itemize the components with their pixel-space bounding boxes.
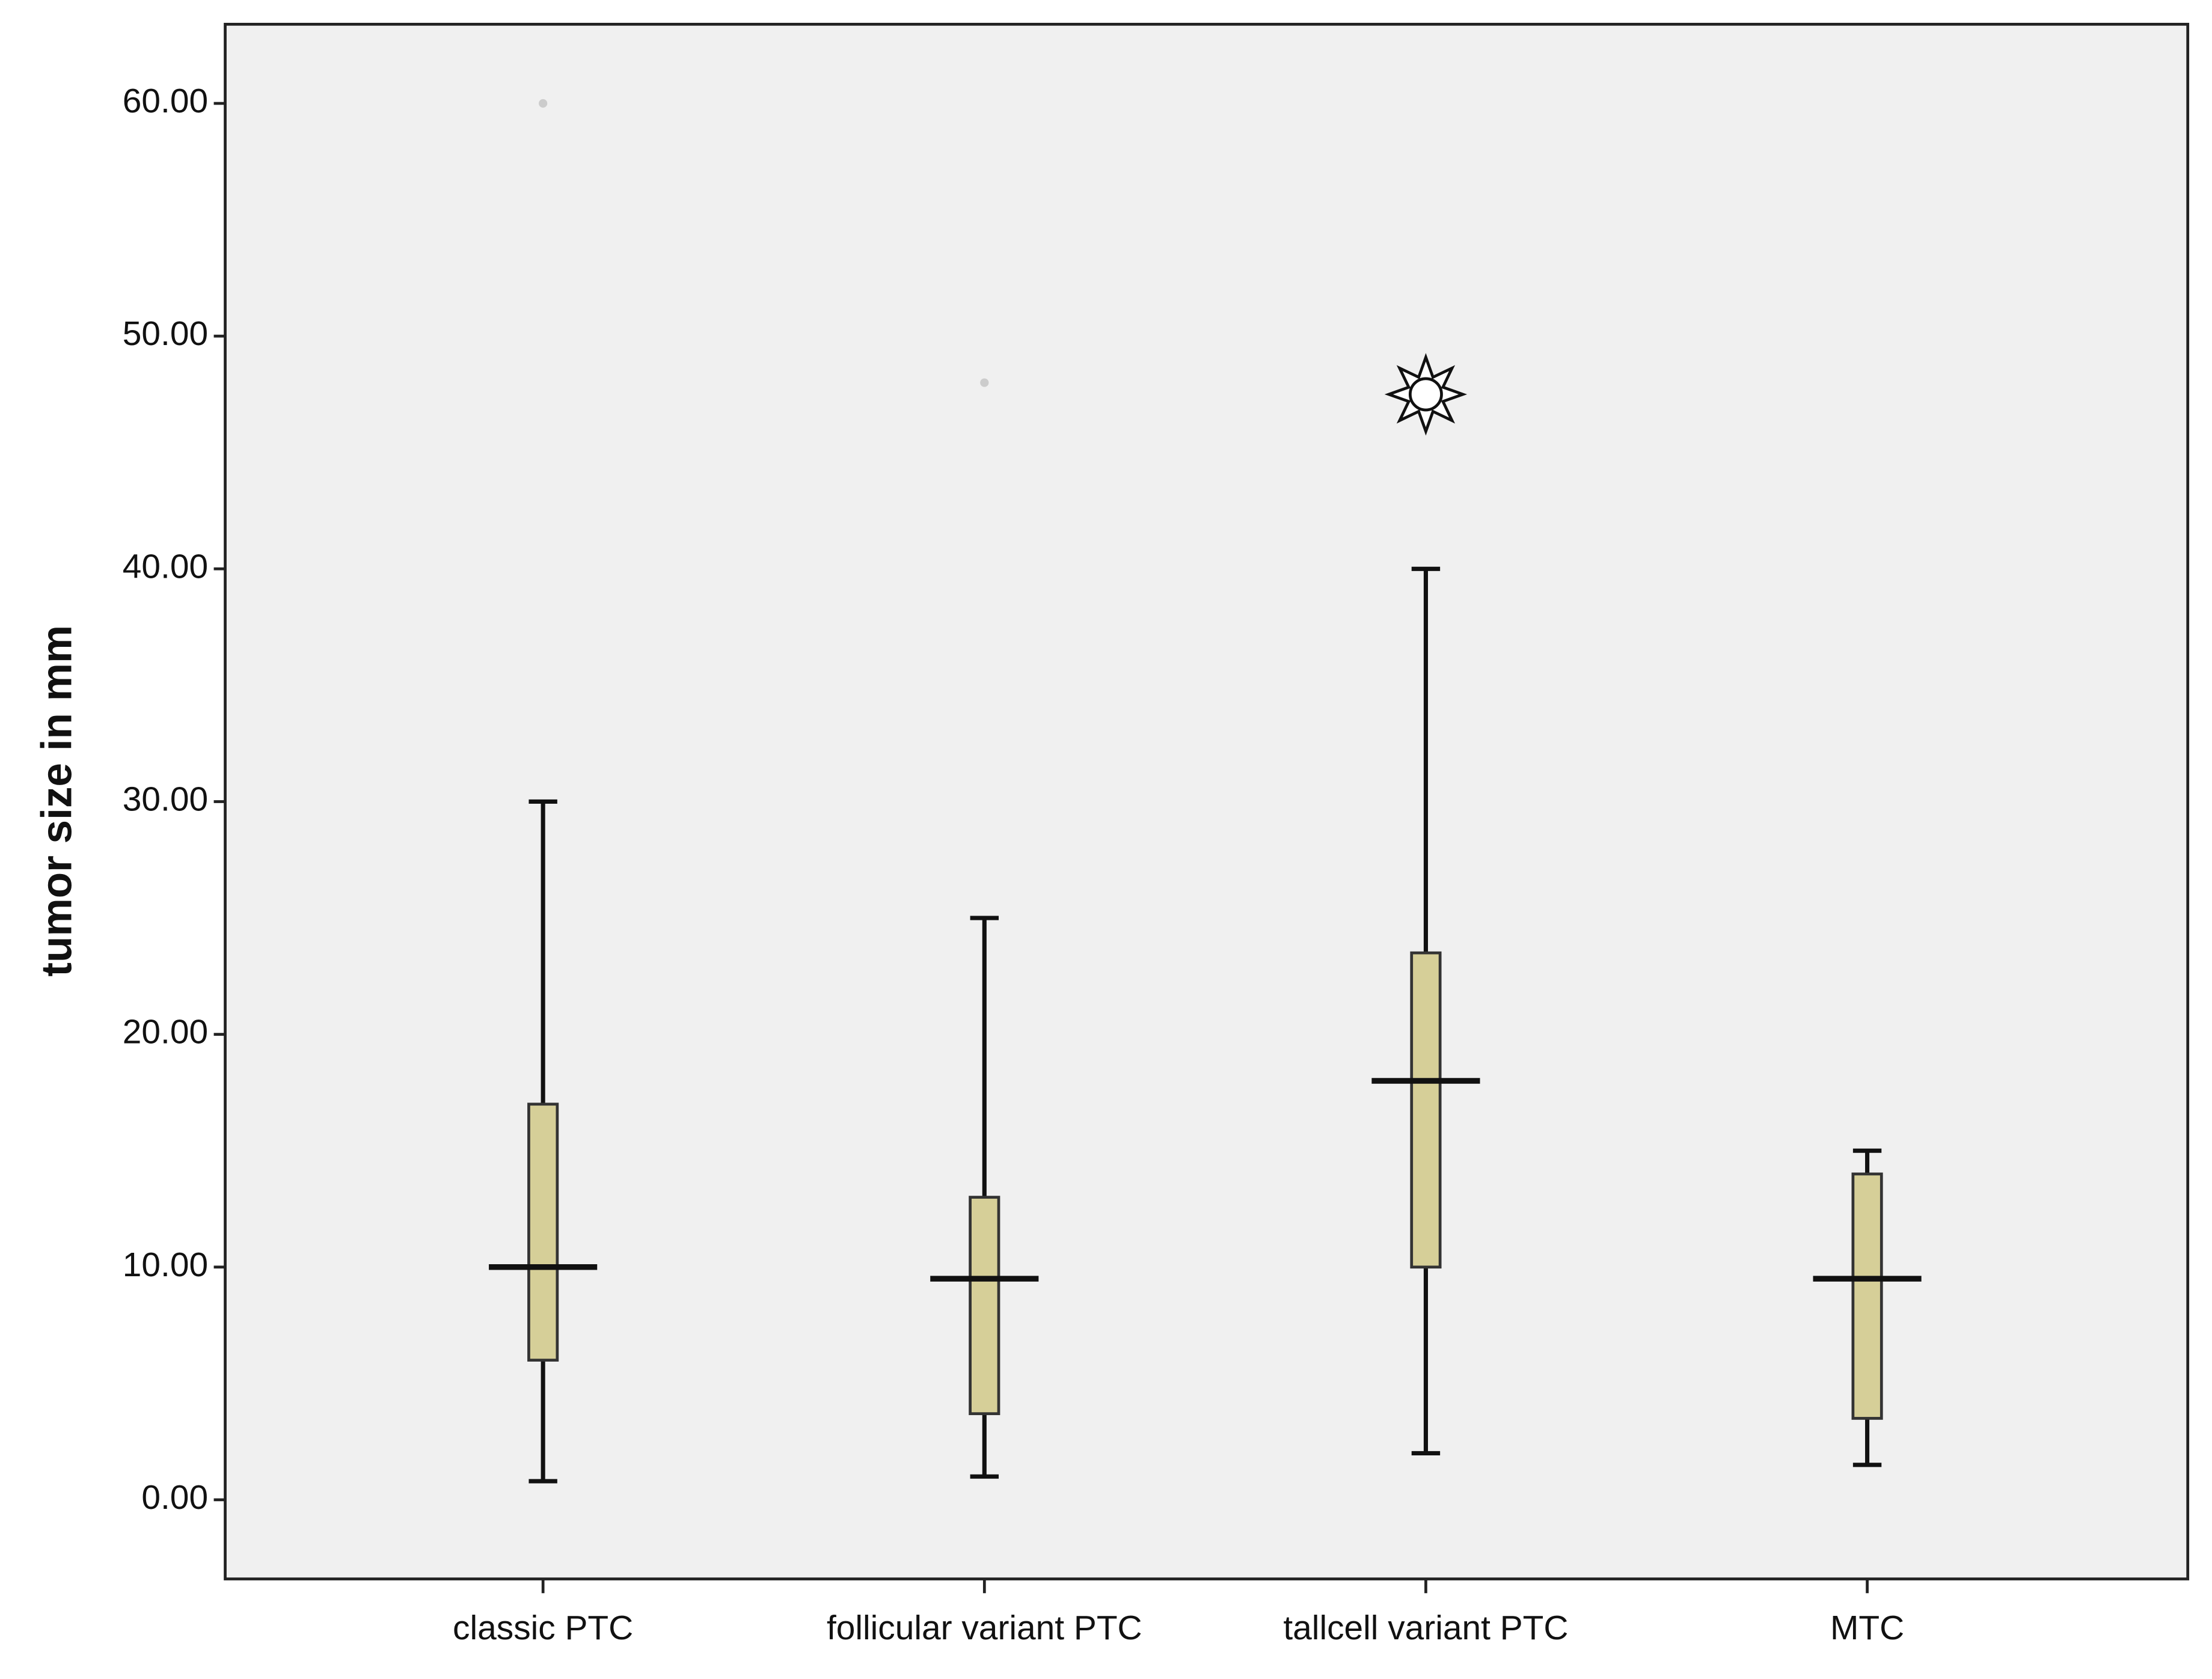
y-tick-label: 50.00 (123, 314, 208, 353)
y-tick-label: 0.00 (141, 1478, 208, 1517)
extreme-outlier-core (1408, 377, 1443, 412)
plot-area (224, 22, 2190, 1580)
x-tick-label: classic PTC (453, 1609, 633, 1647)
box (527, 1103, 559, 1362)
box (969, 1196, 1000, 1416)
x-tick-label: MTC (1830, 1609, 1904, 1647)
y-tick-label: 10.00 (123, 1246, 208, 1284)
y-axis-label: tumor size in mm (33, 625, 81, 977)
y-tick-label: 40.00 (123, 547, 208, 586)
box (1410, 951, 1442, 1269)
y-tick-label: 30.00 (123, 780, 208, 818)
x-tick-label: tallcell variant PTC (1283, 1609, 1568, 1647)
x-tick-label: follicular variant PTC (827, 1609, 1142, 1647)
y-tick-label: 60.00 (123, 82, 208, 120)
y-tick-label: 20.00 (123, 1013, 208, 1051)
outlier (539, 99, 548, 108)
outlier (980, 378, 989, 387)
box (1851, 1172, 1883, 1420)
